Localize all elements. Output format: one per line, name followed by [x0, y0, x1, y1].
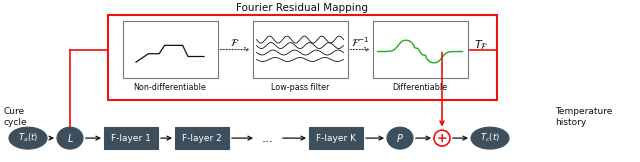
- FancyBboxPatch shape: [372, 21, 467, 78]
- Text: $\mathcal{F}^{-1}$: $\mathcal{F}^{-1}$: [351, 36, 369, 49]
- Text: Fourier Residual Mapping: Fourier Residual Mapping: [237, 3, 369, 13]
- FancyBboxPatch shape: [122, 21, 218, 78]
- FancyBboxPatch shape: [253, 21, 348, 78]
- FancyBboxPatch shape: [309, 127, 363, 149]
- Text: +: +: [436, 132, 447, 145]
- FancyBboxPatch shape: [104, 127, 158, 149]
- Text: Differentiable: Differentiable: [392, 83, 447, 92]
- Text: F-layer 2: F-layer 2: [182, 134, 222, 143]
- Ellipse shape: [471, 127, 509, 149]
- Text: F-layer 1: F-layer 1: [111, 134, 151, 143]
- Text: ...: ...: [262, 132, 274, 145]
- Ellipse shape: [9, 127, 47, 149]
- Text: Temperature
history: Temperature history: [555, 107, 612, 127]
- Text: $T_{\mathcal{F}}$: $T_{\mathcal{F}}$: [474, 39, 488, 52]
- Circle shape: [434, 130, 450, 146]
- Text: $T_a(t)$: $T_a(t)$: [18, 132, 38, 144]
- Ellipse shape: [57, 127, 83, 149]
- Text: $L$: $L$: [67, 132, 74, 144]
- Text: $\mathcal{F}$: $\mathcal{F}$: [230, 37, 240, 48]
- FancyBboxPatch shape: [175, 127, 229, 149]
- Text: $T_c(t)$: $T_c(t)$: [480, 132, 500, 144]
- Text: Cure
cycle: Cure cycle: [3, 107, 27, 127]
- Text: $P$: $P$: [396, 132, 404, 144]
- Text: F-layer K: F-layer K: [316, 134, 356, 143]
- Text: Low-pass filter: Low-pass filter: [271, 83, 329, 92]
- Text: Non-differentiable: Non-differentiable: [134, 83, 207, 92]
- Ellipse shape: [387, 127, 413, 149]
